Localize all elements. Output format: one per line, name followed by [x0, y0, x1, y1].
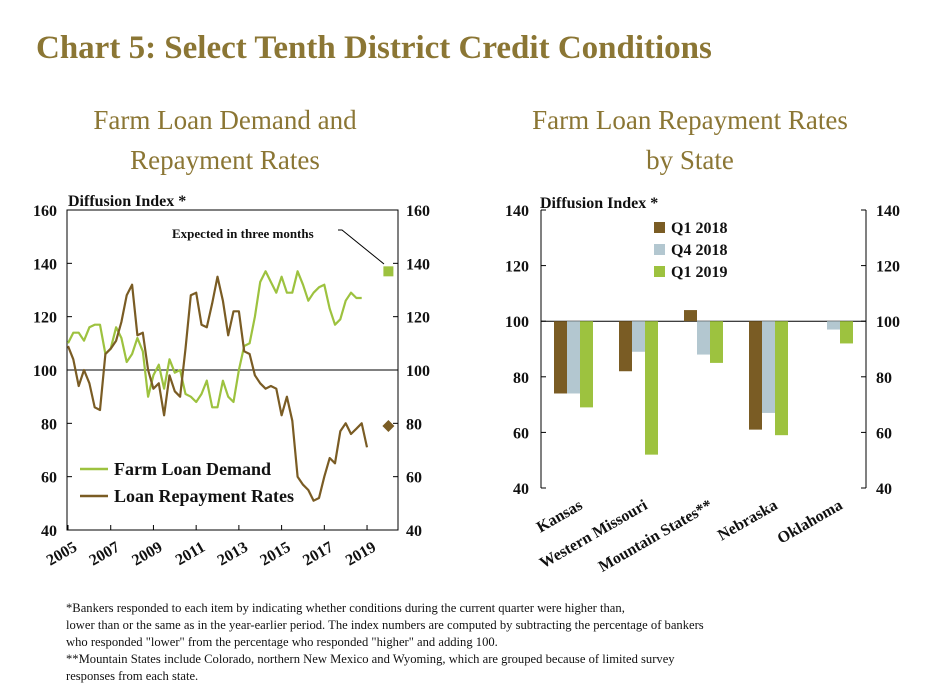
right-x-category-label: Oklahoma [775, 497, 846, 548]
left-y2-tick-label: 80 [406, 416, 422, 433]
bar-q4-2018 [827, 321, 840, 330]
left-subtitle-line2: Repayment Rates [130, 145, 320, 175]
bar-q4-2018 [632, 321, 645, 352]
right-chart-y-tick-label: 100 [505, 314, 529, 331]
legend-label-q4-2018: Q4 2018 [671, 242, 727, 259]
expected-demand-marker [383, 266, 394, 277]
left-y2-tick-label: 160 [406, 203, 430, 220]
bar-q1-2019 [710, 321, 723, 363]
legend-swatch-q1-2018 [654, 222, 665, 233]
right-chart-subtitle: Farm Loan Repayment Rates by State [500, 100, 880, 180]
left-x-tick-label: 2013 [215, 539, 251, 570]
expected-annotation-arrow [338, 229, 385, 265]
right-axis-title: Diffusion Index * [540, 195, 658, 212]
bar-q1-2019 [580, 321, 593, 408]
footnotes: *Bankers responded to each item by indic… [66, 600, 866, 685]
right-chart-y-tick-label: 60 [513, 425, 529, 442]
left-y-tick-label: 60 [41, 470, 57, 487]
left-y2-tick-label: 120 [406, 310, 430, 327]
right-x-category-label: Nebraska [715, 497, 780, 545]
bar-q4-2018 [567, 321, 580, 394]
bar-q1-2018 [554, 321, 567, 394]
legend-label-q1-2018: Q1 2018 [671, 220, 727, 237]
left-subtitle-line1: Farm Loan Demand and [93, 105, 357, 135]
footnote-line: *Bankers responded to each item by indic… [66, 601, 625, 615]
left-y2-tick-label: 60 [406, 470, 422, 487]
footnote-line: lower than or the same as in the year-ea… [66, 618, 704, 632]
right-chart-y-tick-label: 140 [505, 203, 529, 220]
right-chart-y-tick-label: 40 [513, 481, 529, 498]
right-subtitle-line1: Farm Loan Repayment Rates [532, 105, 848, 135]
left-y2-tick-label: 140 [406, 256, 430, 273]
left-y-tick-label: 40 [41, 523, 57, 540]
right-chart-y-tick-label: 80 [513, 370, 529, 387]
right-x-category-label: Western Missouri [537, 496, 651, 572]
left-x-tick-label: 2019 [343, 539, 379, 570]
legend-swatch-q4-2018 [654, 244, 665, 255]
bar-q1-2018 [684, 310, 697, 322]
left-y-tick-label: 80 [41, 416, 57, 433]
expected-annotation: Expected in three months [172, 226, 314, 241]
bar-q4-2018 [697, 321, 710, 355]
right-chart-y2-tick-label: 100 [876, 314, 900, 331]
right-chart-y2-tick-label: 40 [876, 481, 892, 498]
bar-q1-2018 [619, 321, 632, 372]
left-chart-subtitle: Farm Loan Demand and Repayment Rates [40, 100, 410, 180]
bar-q1-2018 [749, 321, 762, 430]
right-chart-y2-tick-label: 140 [876, 203, 900, 220]
legend-swatch-q1-2019 [654, 266, 665, 277]
bar-q1-2019 [645, 321, 658, 455]
left-y-tick-label: 140 [33, 256, 57, 273]
right-x-category-label: Kansas [534, 497, 586, 537]
page-title: Chart 5: Select Tenth District Credit Co… [36, 30, 712, 66]
footnote-line: **Mountain States include Colorado, nort… [66, 652, 675, 666]
right-chart-y2-tick-label: 80 [876, 370, 892, 387]
left-y2-tick-label: 40 [406, 523, 422, 540]
footnote-line: responses from each state. [66, 669, 199, 683]
loan-repayment-rates-line [66, 275, 369, 502]
bar-q1-2019 [840, 321, 853, 344]
legend-repayment-label: Loan Repayment Rates [114, 486, 294, 506]
left-y-tick-label: 160 [33, 203, 57, 220]
right-chart-y-tick-label: 120 [505, 259, 529, 276]
expected-repayment-marker [382, 420, 395, 432]
right-chart-y2-tick-label: 60 [876, 425, 892, 442]
bar-q1-2019 [775, 321, 788, 436]
right-subtitle-line2: by State [646, 145, 734, 175]
footnote-line: who responded "lower" from the percentag… [66, 635, 498, 649]
right-chart-y2-tick-label: 120 [876, 259, 900, 276]
left-x-tick-label: 2015 [257, 539, 293, 570]
left-x-tick-label: 2007 [87, 539, 123, 570]
right-x-category-label: Mountain States** [596, 497, 716, 576]
left-x-tick-label: 2005 [44, 539, 80, 570]
left-x-tick-label: 2009 [129, 539, 165, 570]
bar-q4-2018 [762, 321, 775, 413]
legend-demand-label: Farm Loan Demand [114, 459, 271, 479]
left-y-tick-label: 100 [33, 363, 57, 380]
farm-loan-demand-line [67, 270, 362, 409]
legend-label-q1-2019: Q1 2019 [671, 264, 727, 281]
left-x-tick-label: 2017 [300, 539, 336, 570]
left-y-tick-label: 120 [33, 310, 57, 327]
left-axis-title: Diffusion Index * [68, 193, 186, 210]
left-y2-tick-label: 100 [406, 363, 430, 380]
left-x-tick-label: 2011 [173, 539, 208, 569]
